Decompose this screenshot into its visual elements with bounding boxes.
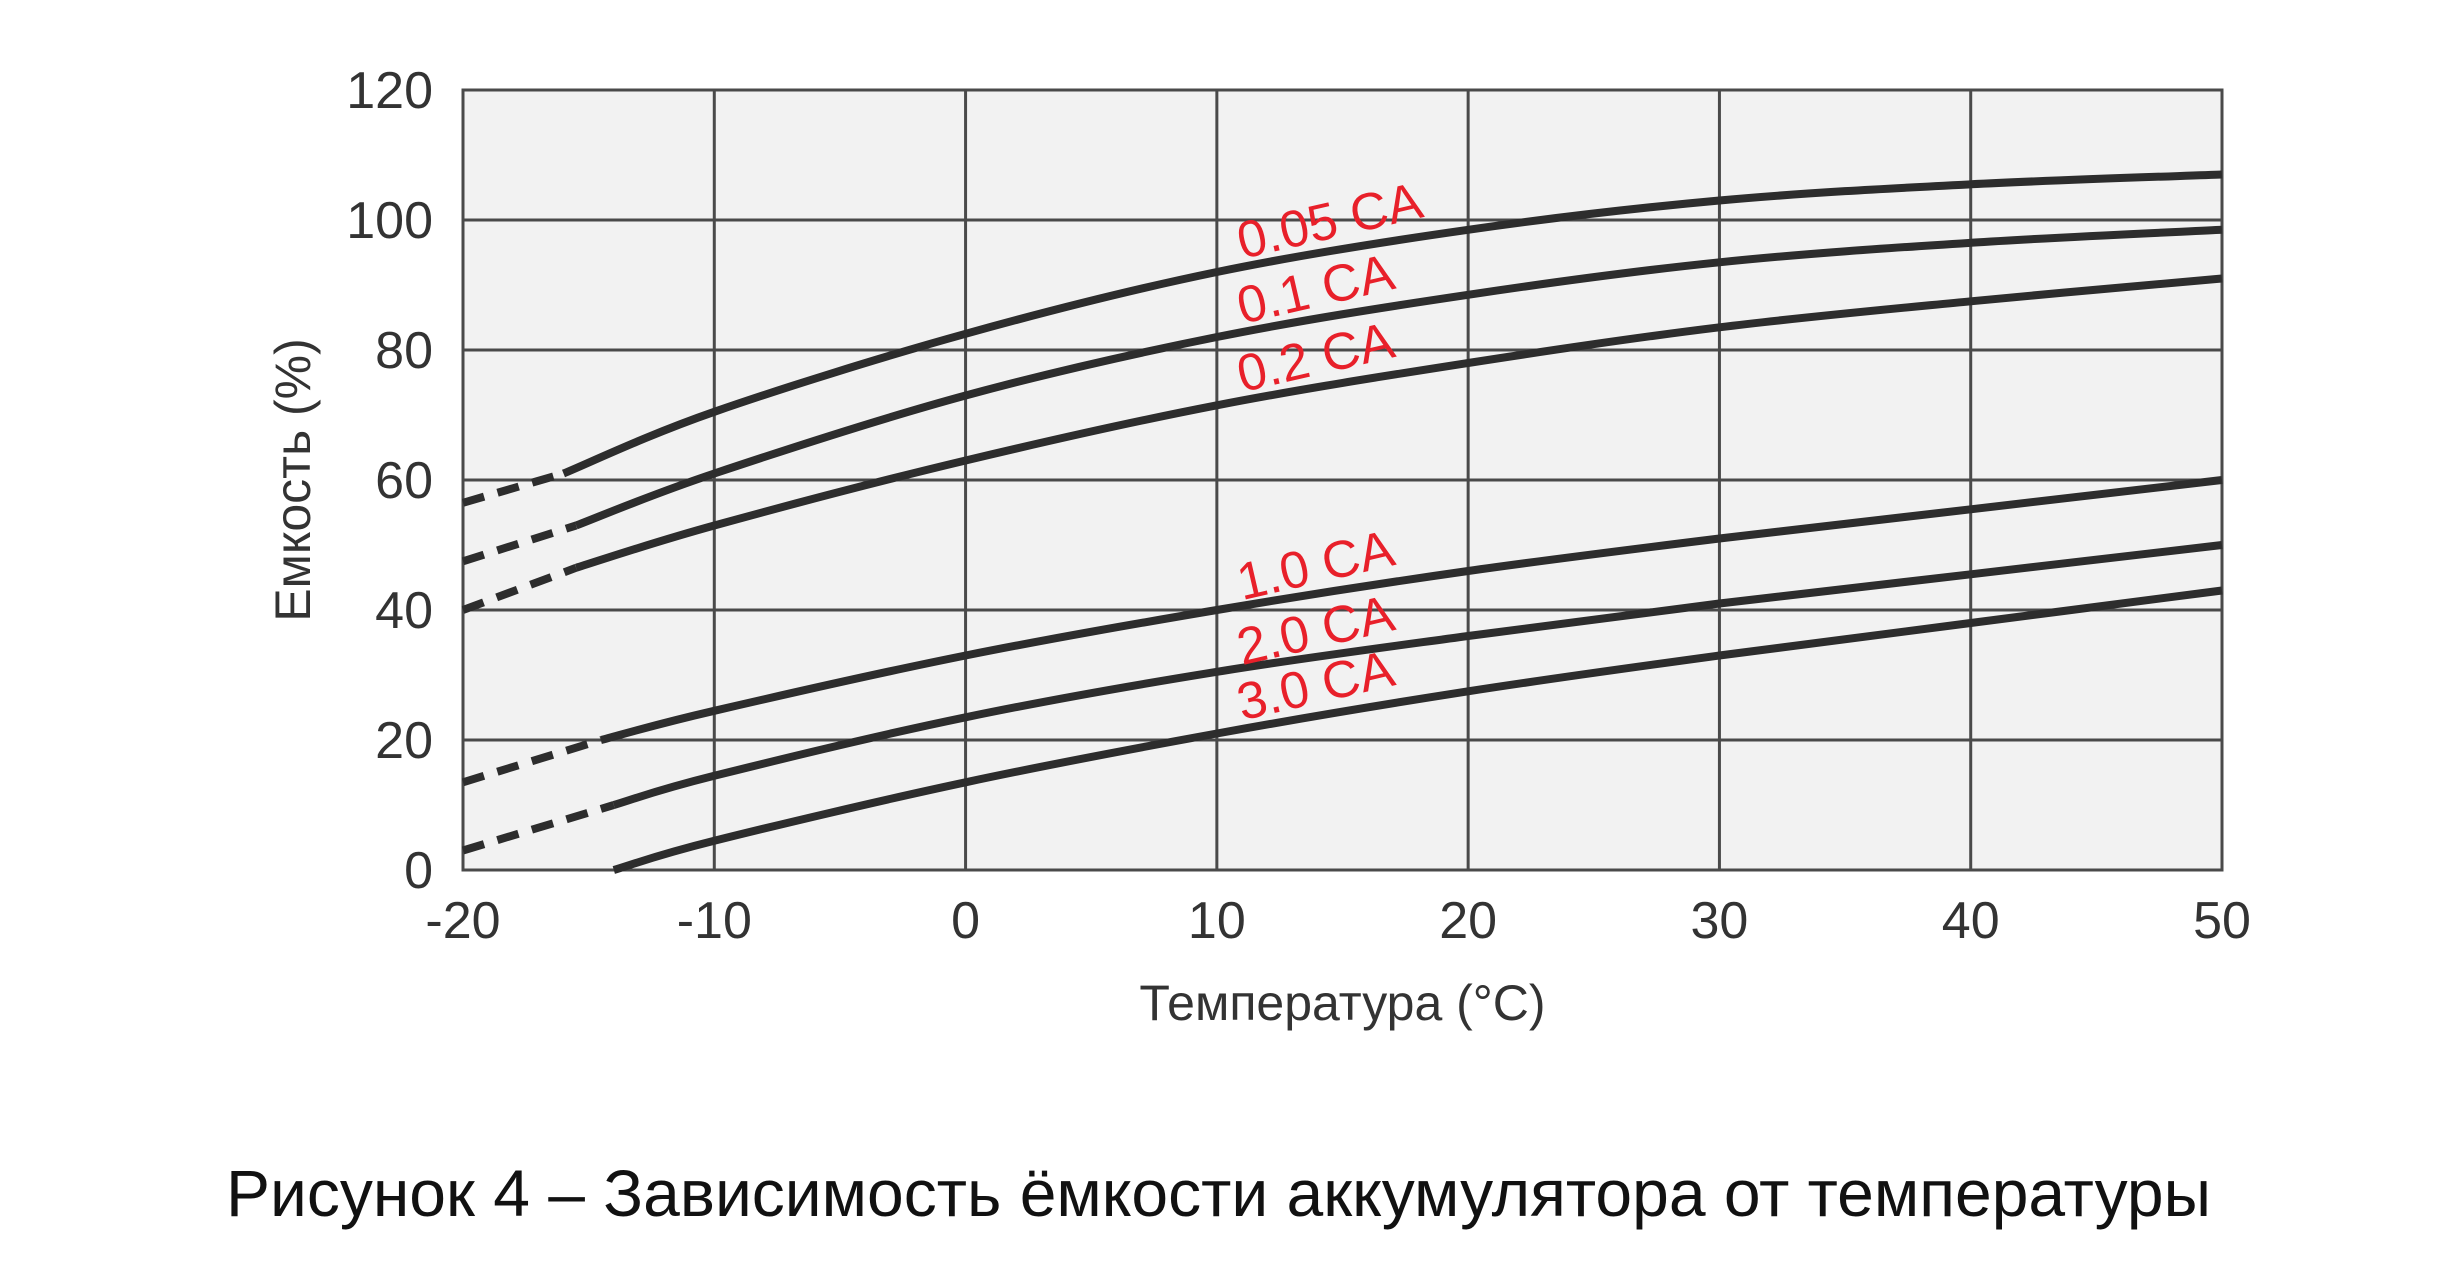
series-0-05-CA-line [561,170,2223,478]
grid [461,88,2224,872]
x-tick-label: 10 [1188,892,1246,950]
y-tick-label: 60 [375,452,433,510]
series-2-0-CA-extrapolated [461,801,615,855]
y-axis-title: Емкость (%) [265,338,321,622]
x-tick-label: 50 [2193,892,2251,950]
curves [461,170,2223,874]
y-tick-label: 100 [346,192,433,250]
x-tick-label: -20 [425,892,500,950]
series-2-0-CA-line [612,541,2223,809]
series-0-1-CA-line [574,225,2223,530]
series-1-0-CA-extrapolated [461,736,603,787]
x-tick-label: 30 [1691,892,1749,950]
series-1-0-CA-line [600,476,2223,744]
series-0-1-CA-extrapolated [461,521,578,566]
y-tick-label: 0 [404,842,433,900]
y-tick-label: 40 [375,582,433,640]
x-tick-label: 40 [1942,892,2000,950]
x-tick-label: 20 [1439,892,1497,950]
series-0-2-CA-line [574,274,2223,572]
y-tick-label: 120 [346,62,433,120]
series-0-05-CA-extrapolated [461,469,565,507]
y-tick-label: 20 [375,712,433,770]
x-tick-label: 0 [951,892,980,950]
series-0-2-CA-extrapolated [461,564,578,614]
tick-labels: -20 -10 0 10 20 30 40 50 0 20 40 60 80 100 120 [346,62,2251,950]
series-3-0-CA-line [612,586,2223,874]
y-tick-label: 80 [375,322,433,380]
x-axis-title: Температура (°C) [1139,975,1545,1031]
x-tick-label: -10 [677,892,752,950]
figure-caption: Рисунок 4 – Зависимость ёмкости аккумуля… [225,1156,2212,1230]
